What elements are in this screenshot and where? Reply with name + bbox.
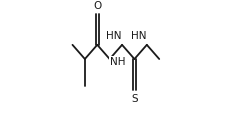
Text: O: O — [93, 1, 102, 11]
Text: S: S — [131, 94, 138, 104]
Text: HN: HN — [106, 31, 122, 41]
Text: HN: HN — [131, 31, 146, 41]
Text: NH: NH — [110, 57, 126, 67]
